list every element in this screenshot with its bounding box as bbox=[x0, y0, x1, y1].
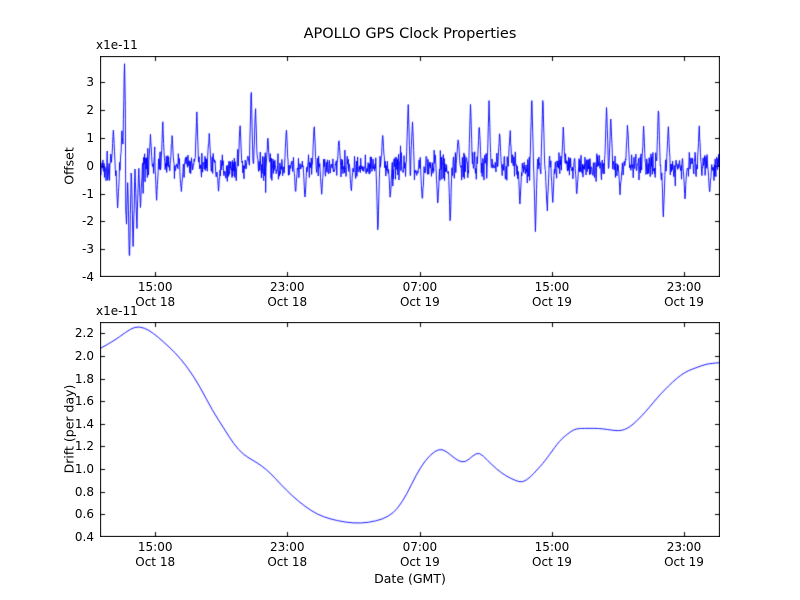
xtick-label: 23:00 Oct 19 bbox=[664, 280, 704, 309]
ytick-label: 2.2 bbox=[74, 326, 94, 341]
xtick-label: 15:00 Oct 19 bbox=[532, 540, 572, 569]
xtick-label: 23:00 Oct 18 bbox=[267, 280, 308, 309]
ytick-label: 3 bbox=[86, 75, 94, 90]
ytick-label: -4 bbox=[82, 270, 94, 284]
ytick-label: 1.8 bbox=[74, 371, 94, 386]
ytick-label: 0.6 bbox=[74, 507, 94, 522]
offset-plot-canvas bbox=[100, 56, 720, 277]
xtick-label: 23:00 Oct 18 bbox=[267, 540, 308, 569]
ytick-label: 1.6 bbox=[74, 394, 94, 409]
ytick-label: -1 bbox=[82, 186, 94, 201]
chart-title: APOLLO GPS Clock Properties bbox=[303, 26, 517, 42]
ytick-label: 1.4 bbox=[74, 416, 94, 431]
offset-scale-label: x1e-11 bbox=[96, 38, 138, 52]
xtick-label: 07:00 Oct 19 bbox=[399, 280, 440, 309]
ytick-label: -2 bbox=[82, 214, 94, 229]
xtick-label: 15:00 Oct 18 bbox=[135, 540, 176, 569]
drift-scale-label: x1e-11 bbox=[96, 304, 138, 318]
ytick-label: -3 bbox=[82, 242, 94, 257]
ytick-label: 2 bbox=[86, 103, 94, 118]
ytick-label: 1.2 bbox=[74, 439, 94, 454]
ytick-label: 0.4 bbox=[74, 530, 94, 544]
ytick-label: 1.0 bbox=[74, 462, 94, 477]
xtick-label: 07:00 Oct 19 bbox=[399, 540, 440, 569]
ytick-label: 1 bbox=[86, 131, 94, 145]
ytick-label: 2.0 bbox=[74, 348, 94, 363]
xaxis-label: Date (GMT) bbox=[374, 571, 446, 586]
xtick-label: 15:00 Oct 19 bbox=[532, 280, 572, 309]
ytick-label: 0 bbox=[86, 158, 94, 173]
ytick-label: 0.8 bbox=[74, 484, 94, 499]
xtick-label: 15:00 Oct 18 bbox=[135, 280, 176, 309]
xtick-label: 23:00 Oct 19 bbox=[664, 540, 704, 569]
drift-plot-canvas bbox=[100, 322, 720, 537]
